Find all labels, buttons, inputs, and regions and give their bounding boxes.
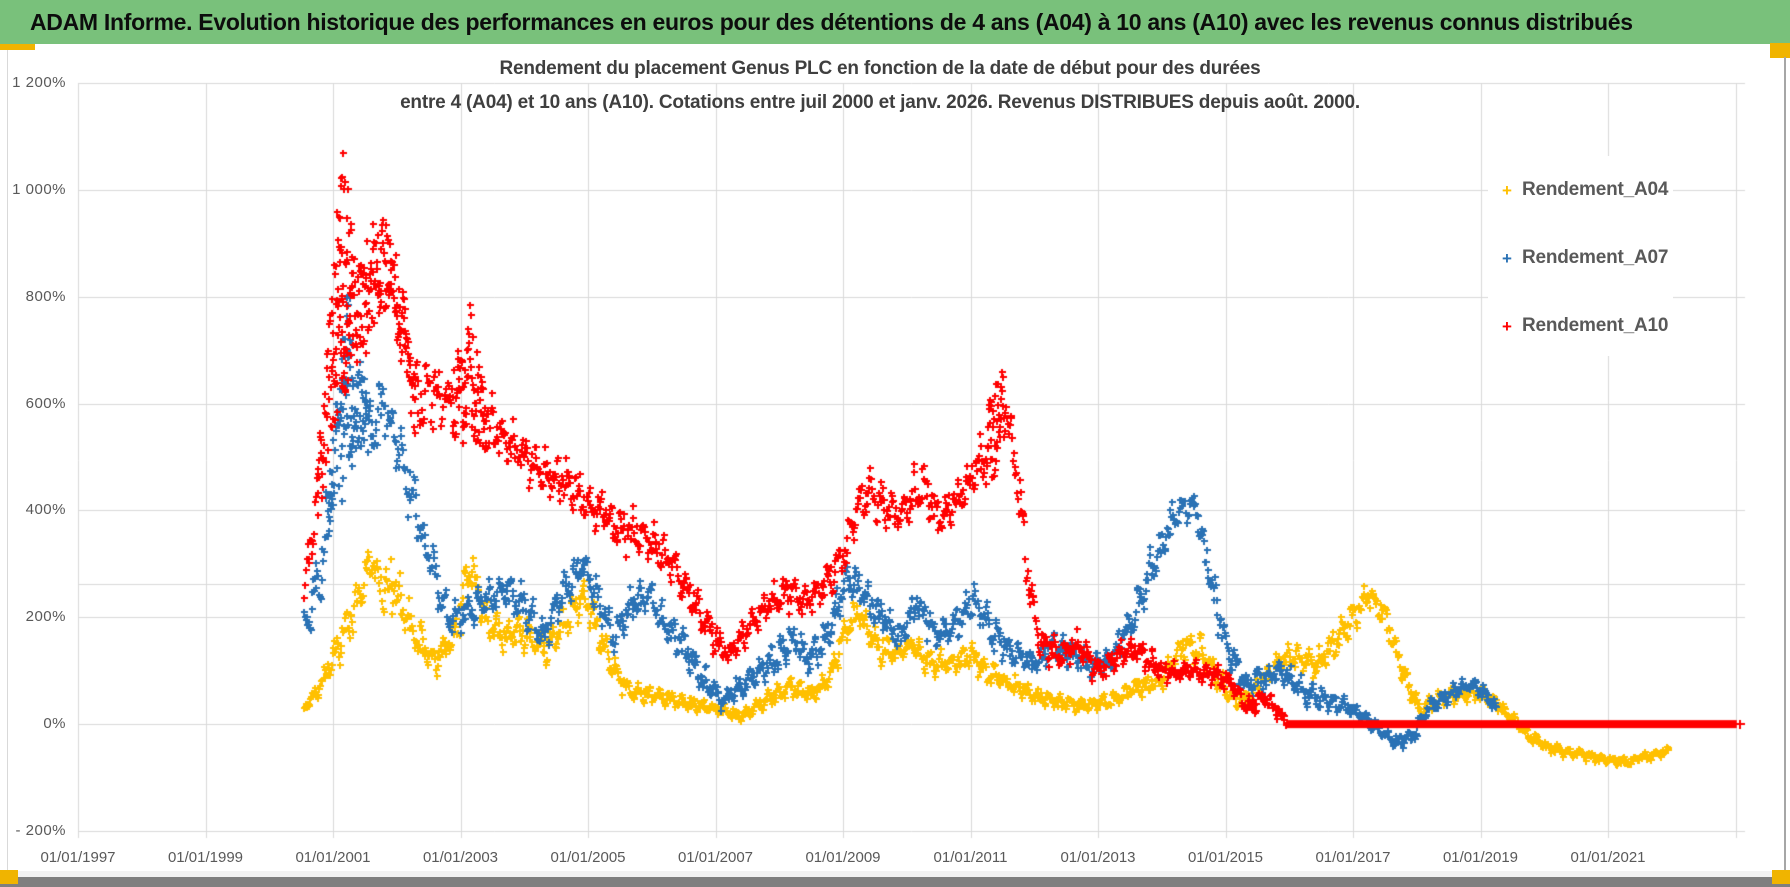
- legend-item-rendement_a04: + Rendement_A04: [1502, 176, 1668, 204]
- legend-marker-icon: +: [1502, 316, 1512, 336]
- y-tick-label: 800%: [25, 287, 66, 305]
- legend-marker-icon: +: [1502, 248, 1512, 268]
- header-underline: [0, 44, 1790, 48]
- legend-label: Rendement_A07: [1521, 247, 1669, 268]
- report-title: ADAM Informe. Evolution historique des p…: [30, 9, 1633, 35]
- x-tick-label: 01/01/2017: [1315, 849, 1391, 866]
- x-tick-label: 01/01/2007: [677, 849, 754, 866]
- bottom-separator: [0, 871, 1790, 877]
- yellow-accent-left: [0, 44, 35, 50]
- legend-marker-icon: +: [1502, 180, 1512, 200]
- y-tick-label: - 200%: [15, 822, 66, 839]
- yellow-accent-bottom-right: [1772, 870, 1790, 884]
- y-tick-label: 400%: [25, 501, 66, 519]
- x-tick-label: 01/01/2015: [1187, 849, 1264, 866]
- bottom-gray-bar: [0, 877, 1790, 887]
- report-header-band: ADAM Informe. Evolution historique des p…: [0, 0, 1790, 44]
- y-tick-label: 600%: [25, 394, 66, 412]
- chart-title-line2: entre 4 (A04) et 10 ans (A10). Cotations…: [400, 92, 1360, 113]
- y-tick-label: 1 000%: [12, 180, 66, 198]
- legend-item-rendement_a07: + Rendement_A07: [1502, 244, 1668, 272]
- legend-item-rendement_a10: + Rendement_A10: [1502, 312, 1668, 340]
- yellow-accent-bottom-left: [0, 870, 18, 884]
- x-tick-label: 01/01/2005: [550, 849, 626, 866]
- x-tick-label: 01/01/2021: [1570, 849, 1646, 866]
- x-tick-label: 01/01/1999: [167, 849, 244, 866]
- x-tick-label: 01/01/2009: [805, 849, 881, 866]
- page-left-border: [7, 50, 8, 872]
- legend-label: Rendement_A10: [1521, 315, 1669, 336]
- x-tick-label: 01/01/1997: [40, 849, 116, 866]
- x-tick-label: 01/01/2013: [1060, 849, 1136, 866]
- x-tick-label: 01/01/2003: [422, 849, 499, 866]
- x-tick-label: 01/01/2011: [933, 849, 1008, 866]
- page-right-border: [1784, 57, 1786, 873]
- yellow-accent-top-right: [1770, 43, 1790, 58]
- legend-label: Rendement_A04: [1521, 179, 1669, 200]
- legend-background: [1488, 156, 1673, 356]
- x-tick-label: 01/01/2001: [295, 849, 371, 866]
- y-tick-label: 1 200%: [12, 74, 66, 91]
- y-tick-label: 200%: [25, 608, 66, 626]
- x-tick-label: 01/01/2019: [1442, 849, 1519, 866]
- chart-title-line1: Rendement du placement Genus PLC en fonc…: [499, 58, 1261, 79]
- y-tick-label: 0%: [43, 715, 66, 733]
